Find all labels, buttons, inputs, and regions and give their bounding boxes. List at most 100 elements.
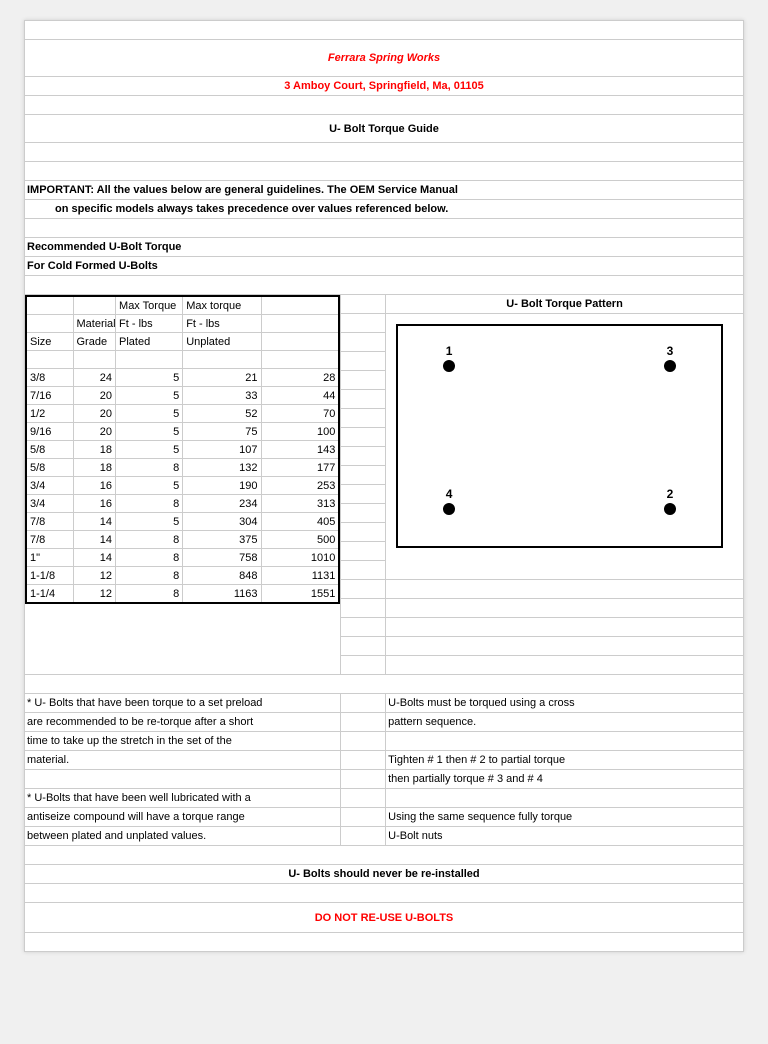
spreadsheet-grid: Ferrara Spring Works 3 Amboy Court, Spri… (24, 20, 744, 952)
plated-cell: 132 (183, 459, 261, 477)
note-left: time to take up the stretch in the set o… (25, 732, 341, 751)
note-left: * U- Bolts that have been torque to a se… (25, 694, 341, 713)
size-cell: 9/16 (26, 423, 73, 441)
unplated-cell: 1131 (261, 567, 339, 585)
note-left: are recommended to be re-torque after a … (25, 713, 341, 732)
plated-cell: 107 (183, 441, 261, 459)
thread-cell: 14 (73, 531, 116, 549)
pattern-dot-3 (664, 360, 676, 372)
thread-cell: 20 (73, 423, 116, 441)
grade-cell: 8 (116, 549, 183, 567)
plated-cell: 848 (183, 567, 261, 585)
size-cell: 3/4 (26, 477, 73, 495)
size-cell: 3/8 (26, 369, 73, 387)
size-cell: 7/8 (26, 513, 73, 531)
unplated-cell: 143 (261, 441, 339, 459)
grade-cell: 5 (116, 477, 183, 495)
size-cell: 7/8 (26, 531, 73, 549)
plated-cell: 375 (183, 531, 261, 549)
thread-cell: 24 (73, 369, 116, 387)
size-cell: 1/2 (26, 405, 73, 423)
thread-cell: 20 (73, 387, 116, 405)
note-left: between plated and unplated values. (25, 827, 341, 846)
size-cell: 7/16 (26, 387, 73, 405)
size-cell: 3/4 (26, 495, 73, 513)
thread-cell: 14 (73, 549, 116, 567)
unplated-cell: 405 (261, 513, 339, 531)
torque-pattern-diagram: 1 3 4 2 (396, 324, 723, 548)
document-page: Ferrara Spring Works 3 Amboy Court, Spri… (24, 20, 744, 952)
important-line-1: IMPORTANT: All the values below are gene… (25, 181, 744, 200)
size-cell: 5/8 (26, 441, 73, 459)
rec-line-2: For Cold Formed U-Bolts (25, 257, 744, 276)
note-left: * U-Bolts that have been well lubricated… (25, 789, 341, 808)
company-address: 3 Amboy Court, Springfield, Ma, 01105 (25, 77, 744, 96)
thread-cell: 14 (73, 513, 116, 531)
plated-cell: 33 (183, 387, 261, 405)
grade-cell: 8 (116, 531, 183, 549)
plated-cell: 75 (183, 423, 261, 441)
size-cell: 1" (26, 549, 73, 567)
plated-cell: 1163 (183, 585, 261, 604)
thread-cell: 12 (73, 567, 116, 585)
unplated-cell: 1010 (261, 549, 339, 567)
thread-cell: 18 (73, 459, 116, 477)
thread-cell: 16 (73, 495, 116, 513)
grade-cell: 5 (116, 369, 183, 387)
pattern-dot-2-label: 2 (664, 487, 676, 501)
note-left: material. (25, 751, 341, 770)
plated-cell: 21 (183, 369, 261, 387)
size-cell: 5/8 (26, 459, 73, 477)
pattern-dot-2 (664, 503, 676, 515)
size-cell: 1-1/4 (26, 585, 73, 604)
unplated-cell: 28 (261, 369, 339, 387)
thread-cell: 12 (73, 585, 116, 604)
grade-cell: 8 (116, 585, 183, 604)
unplated-cell: 500 (261, 531, 339, 549)
plated-cell: 234 (183, 495, 261, 513)
rec-line-1: Recommended U-Bolt Torque (25, 238, 744, 257)
torque-table: Max TorqueMax torque MaterialFt - lbsFt … (25, 295, 340, 604)
unplated-cell: 177 (261, 459, 339, 477)
important-line-2: on specific models always takes preceden… (25, 200, 744, 219)
thread-cell: 16 (73, 477, 116, 495)
note-right: then partially torque # 3 and # 4 (386, 770, 744, 789)
note-right: U-Bolts must be torqued using a cross (386, 694, 744, 713)
grade-cell: 5 (116, 387, 183, 405)
thread-cell: 18 (73, 441, 116, 459)
pattern-dot-3-label: 3 (664, 344, 676, 358)
plated-cell: 52 (183, 405, 261, 423)
note-right: Tighten # 1 then # 2 to partial torque (386, 751, 744, 770)
grade-cell: 8 (116, 495, 183, 513)
unplated-cell: 100 (261, 423, 339, 441)
pattern-dot-1 (443, 360, 455, 372)
size-cell: 1-1/8 (26, 567, 73, 585)
plated-cell: 758 (183, 549, 261, 567)
plated-cell: 304 (183, 513, 261, 531)
company-name: Ferrara Spring Works (25, 40, 744, 77)
grade-cell: 5 (116, 513, 183, 531)
unplated-cell: 313 (261, 495, 339, 513)
unplated-cell: 44 (261, 387, 339, 405)
guide-title: U- Bolt Torque Guide (25, 115, 744, 143)
grade-cell: 5 (116, 423, 183, 441)
unplated-cell: 253 (261, 477, 339, 495)
footer-warning-2: DO NOT RE-USE U-BOLTS (25, 903, 744, 933)
unplated-cell: 1551 (261, 585, 339, 604)
pattern-dot-1-label: 1 (443, 344, 455, 358)
note-left: antiseize compound will have a torque ra… (25, 808, 341, 827)
grade-cell: 8 (116, 567, 183, 585)
footer-warning-1: U- Bolts should never be re-installed (25, 865, 744, 884)
note-right: pattern sequence. (386, 713, 744, 732)
note-right: U-Bolt nuts (386, 827, 744, 846)
pattern-dot-4 (443, 503, 455, 515)
grade-cell: 5 (116, 405, 183, 423)
plated-cell: 190 (183, 477, 261, 495)
note-right: Using the same sequence fully torque (386, 808, 744, 827)
grade-cell: 5 (116, 441, 183, 459)
pattern-dot-4-label: 4 (443, 487, 455, 501)
thread-cell: 20 (73, 405, 116, 423)
grade-cell: 8 (116, 459, 183, 477)
unplated-cell: 70 (261, 405, 339, 423)
pattern-title: U- Bolt Torque Pattern (386, 295, 744, 314)
